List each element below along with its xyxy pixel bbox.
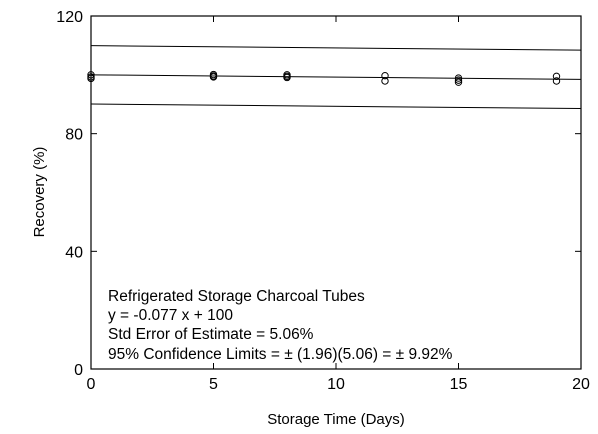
regression-line	[90, 74, 582, 80]
x-axis-title: Storage Time (Days)	[267, 411, 405, 428]
data-point	[381, 72, 389, 80]
y-tick-label: 80	[65, 127, 83, 144]
upper-confidence-line	[90, 45, 582, 51]
axis-ticks: 0 5 10 15 20 0 40 80 120	[56, 9, 590, 393]
annotation-line-2: y = -0.077 x + 100	[108, 307, 233, 324]
x-tick-label: 0	[87, 376, 96, 393]
data-point	[552, 77, 561, 85]
data-point	[454, 76, 463, 84]
annotation-line-1: Refrigerated Storage Charcoal Tubes	[108, 288, 365, 305]
x-tick-label: 20	[572, 376, 590, 393]
data-point	[552, 72, 561, 81]
data-point	[283, 73, 291, 82]
annotation-line-3: Std Error of Estimate = 5.06%	[108, 326, 314, 343]
fit-lines	[90, 45, 582, 110]
annotation-line-4: 95% Confidence Limits = ± (1.96)(5.06) =…	[108, 346, 453, 363]
data-point	[381, 77, 389, 85]
y-tick-label: 120	[56, 9, 83, 26]
y-tick-label: 40	[65, 244, 83, 261]
data-points	[87, 70, 561, 86]
data-point	[454, 74, 463, 82]
x-tick-label: 15	[450, 376, 468, 393]
data-point	[87, 71, 95, 79]
annotation: Refrigerated Storage Charcoal Tubes y = …	[108, 288, 453, 363]
y-tick-label: 0	[74, 362, 83, 379]
y-axis-title: Recovery (%)	[31, 147, 48, 238]
data-point	[87, 74, 95, 83]
x-tick-label: 10	[327, 376, 345, 393]
data-point	[209, 73, 218, 81]
lower-confidence-line	[90, 103, 582, 110]
x-tick-label: 5	[209, 376, 218, 393]
data-point	[454, 78, 463, 86]
